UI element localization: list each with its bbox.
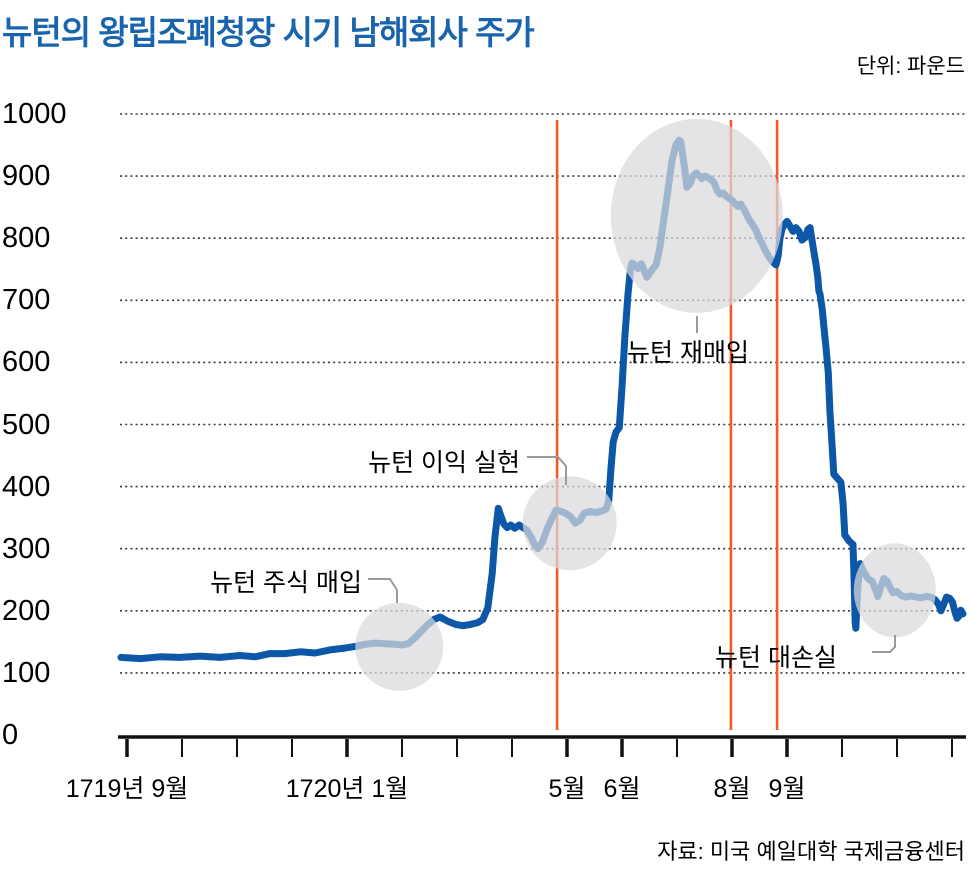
annotation-connector: [527, 456, 567, 485]
x-tick-label: 6월: [603, 775, 641, 803]
y-tick-label: 300: [2, 532, 51, 565]
y-tick-label: 500: [2, 408, 51, 441]
y-tick-label: 100: [2, 656, 51, 689]
highlight-circle-newton-buys: [355, 602, 444, 691]
y-tick-label: 200: [2, 594, 51, 627]
x-tick-label: 1720년 1월: [285, 775, 409, 803]
annotation-label: 뉴턴 대손실: [715, 644, 837, 672]
annotation-connector: [368, 578, 398, 603]
y-tick-label: 700: [2, 284, 51, 317]
y-tick-label: 400: [2, 470, 51, 503]
annotation-label: 뉴턴 재매입: [627, 339, 749, 367]
annotation-label: 뉴턴 이익 실현: [368, 449, 520, 477]
y-tick-label: 1000: [2, 98, 67, 130]
x-tick-label: 9월: [768, 775, 806, 803]
highlight-circle-newton-big-loss: [853, 543, 936, 638]
y-tick-label: 800: [2, 222, 51, 255]
highlight-circle-newton-rebuys: [610, 118, 783, 313]
annotation-connector: [872, 635, 896, 653]
x-tick-label: 8월: [713, 775, 751, 803]
unit-label: 단위: 파운드: [856, 55, 965, 78]
y-tick-label: 0: [2, 719, 19, 751]
highlight-circle-newton-takes-profit: [522, 476, 617, 571]
y-tick-label: 600: [2, 346, 51, 379]
annotation-label: 뉴턴 주식 매입: [210, 569, 362, 597]
x-tick-label: 5월: [548, 775, 586, 803]
chart-title: 뉴턴의 왕립조폐청장 시기 남해회사 주가: [2, 14, 535, 51]
y-tick-label: 900: [2, 160, 51, 193]
x-tick-label: 1719년 9월: [65, 775, 189, 803]
source-label: 자료: 미국 예일대학 국제금융센터: [657, 839, 965, 864]
